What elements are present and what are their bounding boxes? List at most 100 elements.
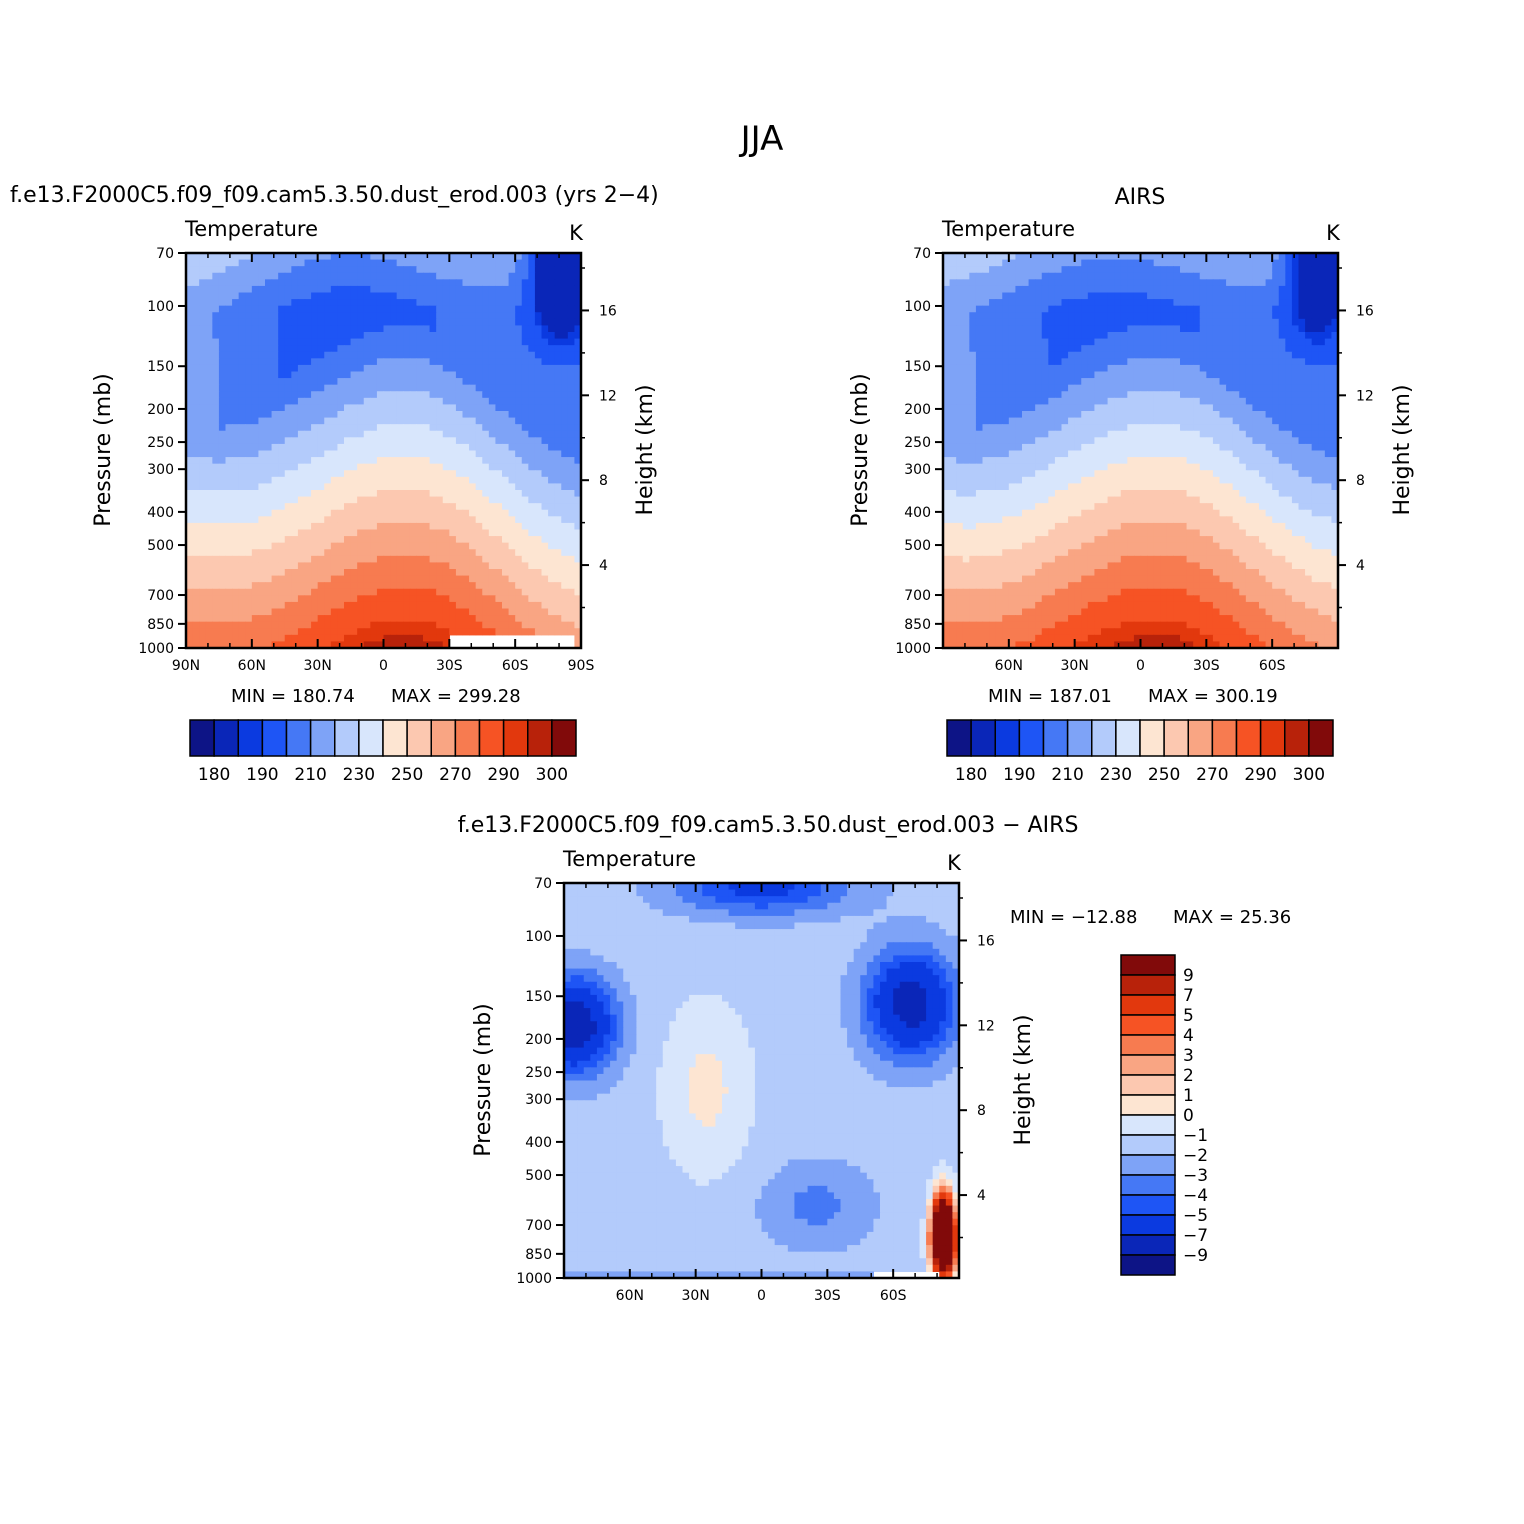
panel-model-cell [363, 615, 371, 623]
panel-model-cell [541, 621, 549, 629]
panel-model-cell [330, 601, 339, 610]
panel-airs-cell [1166, 358, 1175, 366]
panel-airs-cell [1265, 266, 1273, 274]
figure-title: JJA [739, 119, 784, 159]
panel-model-cell [232, 569, 240, 577]
panel-model-cell [475, 338, 483, 346]
panel-airs-cell [975, 299, 984, 307]
panel-model-cell [324, 549, 332, 557]
panel-airs-cell [1166, 345, 1175, 353]
panel-model-cell [271, 522, 279, 531]
panel-model-cell [515, 351, 523, 359]
panel-model-cell [449, 397, 457, 406]
panel-model-cell [192, 443, 200, 452]
panel-model-cell [502, 325, 510, 333]
panel-model-cell [245, 562, 253, 570]
panel-model-cell [238, 332, 246, 340]
panel-model-cell [534, 503, 543, 511]
panel-model-cell [541, 384, 549, 392]
panel-model-cell [475, 279, 483, 287]
panel-airs-cell [975, 332, 984, 340]
panel-model-cell [186, 345, 194, 353]
panel-model-cell [383, 351, 391, 359]
panel-model-cell [350, 384, 358, 392]
panel-model-cell [423, 483, 431, 491]
panel-model-cell [271, 397, 279, 406]
panel-model-cell [245, 259, 253, 267]
panel-model-cell [251, 522, 260, 531]
panel-model-cell [383, 608, 391, 616]
panel-model-cell [284, 470, 292, 478]
panel-model-cell [297, 305, 306, 313]
panel-airs-cell [1173, 364, 1181, 373]
panel-model-cell [423, 305, 431, 313]
panel-airs-cell [1180, 391, 1188, 399]
panel-model-cell [304, 371, 312, 379]
panel-airs-cell [1074, 358, 1082, 366]
panel-airs-cell [1002, 312, 1010, 320]
panel-model-cell [534, 259, 543, 267]
panel-model-cell [455, 516, 464, 524]
panel-model-cell [186, 279, 194, 287]
panel-model-cell [469, 279, 477, 287]
panel-airs-cell [1206, 253, 1214, 261]
panel-model-cell [383, 450, 391, 458]
panel-model-cell [324, 555, 332, 564]
panel-model-cell [297, 397, 306, 406]
panel-airs-cell [1120, 253, 1128, 261]
panel-airs-cell [1153, 266, 1161, 274]
panel-airs-cell [1278, 299, 1286, 307]
panel-model-cell [455, 522, 464, 531]
panel-model-cell [284, 575, 292, 583]
panel-model-cell [442, 364, 450, 373]
panel-airs-cell [1219, 318, 1227, 327]
panel-model-cell [330, 549, 339, 557]
panel-model-cell [502, 509, 510, 517]
panel-airs-cell [956, 266, 964, 274]
panel-model-cell [416, 443, 424, 452]
panel-airs-cell [1291, 364, 1300, 373]
panel-model-cell [403, 595, 411, 603]
panel-airs-cell [1199, 384, 1207, 392]
panel-model-cell [350, 305, 358, 313]
panel-airs-cell [1127, 371, 1135, 379]
panel-model-cell [449, 608, 457, 616]
panel-model-cell [265, 299, 273, 307]
panel-model-cell [521, 496, 529, 504]
panel-model-cell [495, 522, 503, 531]
panel-model-cell [245, 555, 253, 564]
panel-airs-cell [1028, 371, 1036, 379]
panel-airs-cell [989, 378, 997, 386]
panel-airs-cell [1285, 272, 1293, 280]
panel-model-cell [186, 292, 194, 300]
panel-model-cell [337, 279, 345, 287]
panel-model-cell [534, 522, 543, 531]
panel-model-cell [218, 516, 227, 524]
panel-airs-cell [1133, 279, 1142, 287]
panel-model-cell [232, 503, 240, 511]
panel-model-cell [515, 476, 523, 485]
panel-model-cell [429, 542, 437, 550]
panel-model-cell [311, 397, 319, 406]
panel-model-cell [561, 476, 569, 485]
panel-model-cell [291, 476, 299, 485]
panel-model-cell [436, 490, 444, 498]
panel-airs-cell [1068, 378, 1076, 386]
panel-airs-cell [989, 332, 997, 340]
panel-model-cell [251, 634, 260, 643]
panel-model-cell [199, 595, 207, 603]
panel-model-cell [330, 628, 339, 636]
panel-model-cell [212, 332, 220, 340]
panel-model-cell [541, 285, 549, 294]
panel-model-cell [521, 483, 529, 491]
panel-model-cell [574, 588, 582, 596]
panel-airs-cell [1133, 358, 1142, 366]
panel-airs-cell [1239, 312, 1247, 320]
panel-airs-cell [1285, 364, 1293, 373]
panel-model-cell [488, 351, 497, 359]
panel-model-cell [416, 536, 424, 544]
panel-model-cell [488, 391, 497, 399]
panel-airs-cell [1166, 364, 1175, 373]
panel-model-cell [495, 325, 503, 333]
panel-model-cell [567, 384, 576, 392]
